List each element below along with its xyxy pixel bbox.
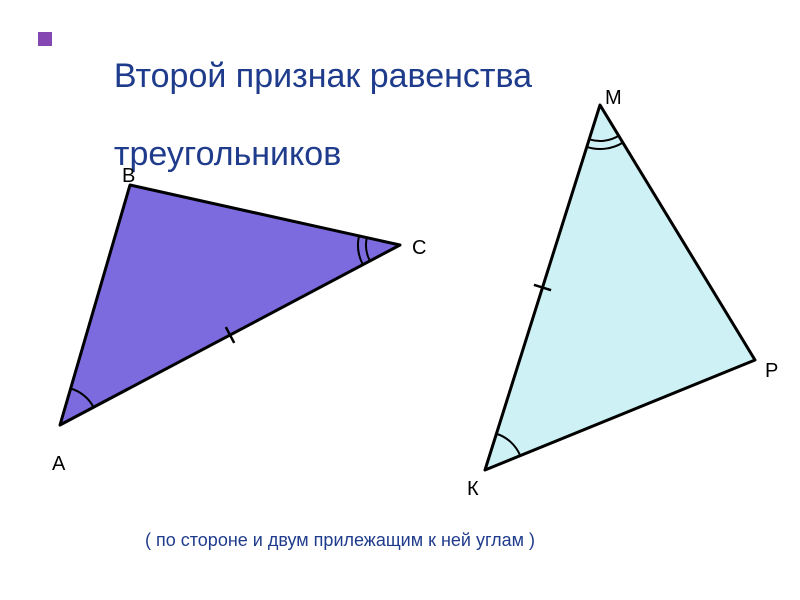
vertex-label-a: А: [52, 453, 65, 476]
triangle-abc: [60, 185, 400, 425]
vertex-label-m: М: [605, 87, 622, 110]
vertex-label-k: К: [467, 478, 479, 501]
title-bullet: [38, 32, 52, 46]
vertex-label-p: Р: [765, 360, 778, 383]
vertex-label-b: В: [122, 165, 135, 188]
vertex-label-c: С: [412, 237, 426, 260]
title-line-2: треугольников: [114, 135, 341, 173]
slide-title: Второй признак равенства треугольников: [95, 18, 532, 174]
title-line-1: Второй признак равенства: [114, 57, 532, 95]
slide-subtitle: ( по стороне и двум прилежащим к ней угл…: [145, 530, 535, 551]
